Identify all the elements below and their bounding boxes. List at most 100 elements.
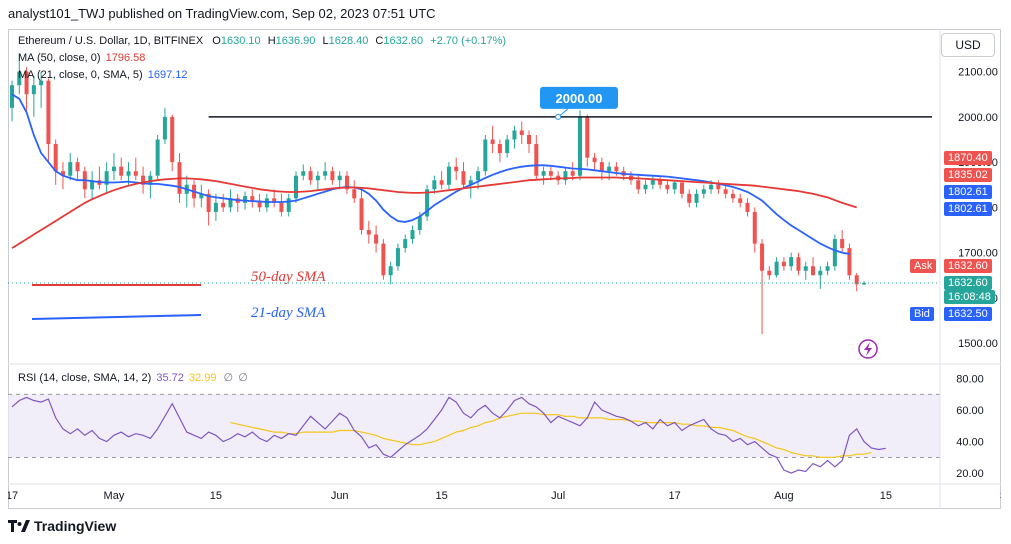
rsi-line [11,396,886,474]
ask-price: 1632.60 [944,259,992,273]
candle-body [803,266,808,271]
candle-body [344,175,349,190]
candle-body [381,243,386,276]
open-value: 1630.10 [220,35,261,47]
candle-body [825,266,830,271]
bar-countdown: 16:08:48 [944,290,995,304]
candle-body [279,202,284,212]
candle-body [439,180,444,185]
chart-frame [8,29,1001,509]
candle-body [723,189,728,194]
ma50-value: 1796.58 [105,52,146,64]
publisher-line: analyst101_TWJ published on TradingView.… [8,6,436,21]
level-callout-anchor [555,113,562,120]
candle-body [133,171,138,176]
currency-button[interactable]: USD [941,33,995,57]
candle-body [53,144,58,172]
candle-body [366,230,371,235]
candle-body [90,180,95,190]
low-value: 1628.40 [328,35,369,47]
candle-body [614,166,619,172]
candle-body [104,171,109,185]
rsi-tick-label: 80.00 [956,373,984,385]
brand-name: TradingView [34,518,117,534]
candle-body [679,182,684,194]
brand-footer[interactable]: TradingView [8,518,116,534]
no-data-icon: ∅ [223,372,234,384]
candle-body [490,139,495,145]
candle-body [818,270,823,276]
time-tick-label: 15 [436,490,448,502]
candle-body [512,130,517,140]
sma21-key-line [31,314,202,320]
candle-body [665,184,670,190]
candle-body [687,193,692,203]
rsi-label: RSI (14, close, SMA, 14, 2) [18,372,152,384]
candle-body [410,230,415,240]
candle-body [760,243,765,271]
candle-body [417,216,422,231]
candle-body [658,180,663,185]
candle-body [738,198,743,203]
chart-canvas[interactable]: 1500.001600.001700.001800.001900.002000.… [8,29,1001,509]
candle-body [752,211,757,244]
candle-body [716,184,721,190]
rsi-tick-label: 20.00 [956,468,984,480]
candle-body [767,270,772,276]
candle-body [832,239,837,267]
ma50-legend[interactable]: MA (50, close, 0) 1796.58 [18,52,145,64]
candle-body [789,257,794,267]
candle-body [519,130,524,135]
candle-body [446,166,451,185]
time-tick-label: 17 [8,490,18,502]
close-label: C [375,35,384,47]
candle-body [75,162,80,172]
candle-body [155,139,160,176]
candle-body [643,184,648,190]
rsi-tick-label: 60.00 [956,405,984,417]
candle-body [323,171,328,176]
candle-body [111,166,116,172]
rsi-tick-label: 40.00 [956,437,984,449]
rsi-ma-line [230,412,872,458]
candle-body [454,166,459,172]
price-tick-label: 2000.00 [958,112,998,124]
candle-body [840,239,845,249]
time-tick-label: 15 [880,490,892,502]
candle-body [374,234,379,244]
candle-body [206,193,211,212]
candle-body [17,71,22,86]
bid-label: Bid [910,307,934,321]
candle-body [527,134,532,145]
ma21-legend[interactable]: MA (21, close, 0, SMA, 5) 1697.12 [18,69,188,81]
price-tick-label: 1500.00 [958,338,998,350]
candle-body [46,80,51,145]
candle-body [243,196,248,203]
candle-body [162,116,167,140]
candle-body [636,180,641,190]
ask-label: Ask [910,259,937,273]
rsi-legend[interactable]: RSI (14, close, SMA, 14, 2) 35.72 32.99 … [18,371,248,384]
ma21-value: 1697.12 [147,69,188,81]
candle-body [432,180,437,190]
candle-body [68,162,73,176]
rsi-ma-value: 32.99 [188,372,217,384]
time-tick-label: 17 [669,490,681,502]
level-callout-label: 2000.00 [556,91,603,106]
ma50-label: MA (50, close, 0) [18,52,101,64]
flash-icon [858,339,878,359]
candle-body [31,85,36,95]
candle-body [293,175,299,199]
candle-body [650,180,655,185]
candle-body [395,248,400,267]
candle-body [315,175,320,181]
candle-body [774,261,779,276]
candle-body [854,275,859,285]
candle-body [672,182,677,190]
candle-body [388,266,393,276]
change-value: +2.70 (+0.17%) [430,35,507,47]
candle-body [476,171,481,181]
price-tag-ma: 1835.02 [944,168,992,182]
symbol-name[interactable]: Ethereum / U.S. Dollar, 1D, BITFINEX [18,35,204,47]
rsi-value: 35.72 [156,372,184,384]
